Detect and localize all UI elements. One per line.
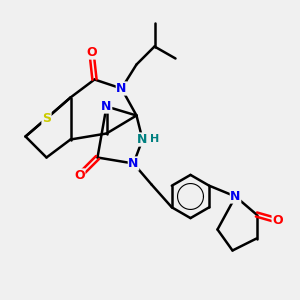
Text: N: N <box>101 100 112 113</box>
Text: N: N <box>137 133 148 146</box>
Text: O: O <box>86 46 97 59</box>
Text: N: N <box>128 157 139 170</box>
Text: O: O <box>272 214 283 227</box>
Text: O: O <box>74 169 85 182</box>
Text: H: H <box>151 134 160 145</box>
Text: S: S <box>42 112 51 125</box>
Text: N: N <box>230 190 241 203</box>
Text: N: N <box>116 82 127 95</box>
